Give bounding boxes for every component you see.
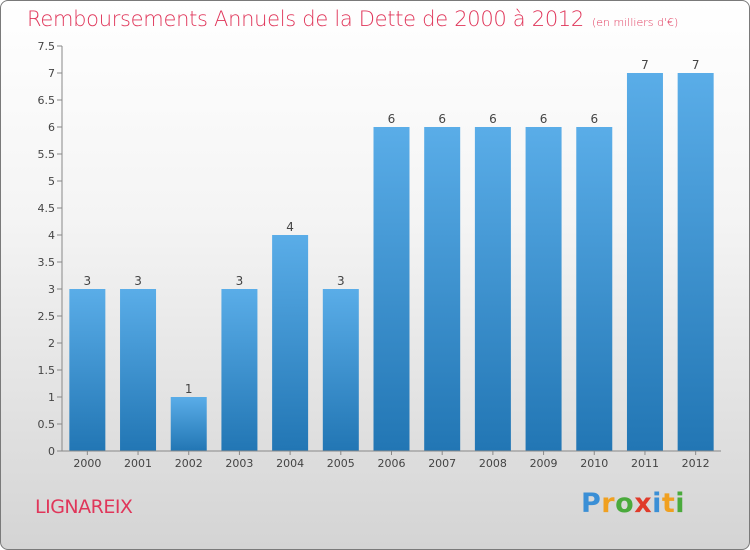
bar-value-label: 3 [134,274,142,288]
y-tick-label: 6.5 [38,94,56,107]
place-name: LIGNAREIX [35,496,133,518]
x-tick-label: 2001 [124,457,152,470]
x-tick-label: 2004 [276,457,304,470]
y-tick-label: 3.5 [38,256,56,269]
y-tick-label: 7 [48,67,55,80]
y-tick-label: 0 [48,445,55,458]
bar [272,235,309,451]
bar-value-label: 3 [84,274,92,288]
bar [120,289,157,451]
x-tick-label: 2012 [682,457,710,470]
bar [69,289,106,451]
bar-value-label: 3 [236,274,244,288]
bar-value-label: 7 [692,58,700,72]
chart-title: Remboursements Annuels de la Dette de 20… [27,7,678,31]
y-tick-label: 1 [48,391,55,404]
logo-letter: o [615,488,635,519]
y-tick-label: 3 [48,283,55,296]
y-tick-label: 1.5 [38,364,56,377]
bar [677,73,714,451]
bar [424,127,461,451]
logo-letter: i [675,488,686,519]
bar-value-label: 1 [185,382,193,396]
y-tick-label: 5 [48,175,55,188]
x-tick-label: 2005 [327,457,355,470]
y-tick-label: 7.5 [38,40,56,53]
y-tick-label: 4 [48,229,55,242]
bar [221,289,258,451]
y-tick-label: 2.5 [38,310,56,323]
x-tick-label: 2010 [580,457,608,470]
y-tick-label: 4.5 [38,202,56,215]
x-tick-label: 2011 [631,457,659,470]
bar [373,127,410,451]
bar-value-label: 3 [337,274,345,288]
x-tick-label: 2008 [479,457,507,470]
logo-letter: i [652,488,662,519]
logo-letter: P [581,488,602,519]
bar-value-label: 6 [438,112,446,126]
bar [626,73,663,451]
logo-letter: x [634,488,653,519]
bar-value-label: 4 [286,220,294,234]
bar-value-label: 6 [388,112,396,126]
bar [170,397,207,451]
bar-value-label: 6 [489,112,497,126]
bar-value-label: 6 [540,112,548,126]
y-tick-label: 2 [48,337,55,350]
y-tick-label: 0.5 [38,418,56,431]
chart-title-text: Remboursements Annuels de la Dette de 20… [27,7,584,31]
y-tick-label: 5.5 [38,148,56,161]
x-tick-label: 2002 [175,457,203,470]
logo-letter: r [601,488,616,519]
bar [474,127,511,451]
y-tick-label: 6 [48,121,55,134]
proxiti-logo: Proxiti [581,488,685,519]
logo-letter: t [661,488,676,519]
x-tick-label: 2000 [73,457,101,470]
x-tick-label: 2003 [225,457,253,470]
bar-value-label: 7 [641,58,649,72]
bar [525,127,562,451]
chart-subtitle: (en milliers d'€) [592,16,679,29]
bar [576,127,613,451]
bar [322,289,359,451]
x-tick-label: 2007 [428,457,456,470]
bar-value-label: 6 [590,112,598,126]
x-tick-label: 2006 [378,457,406,470]
x-tick-label: 2009 [530,457,558,470]
